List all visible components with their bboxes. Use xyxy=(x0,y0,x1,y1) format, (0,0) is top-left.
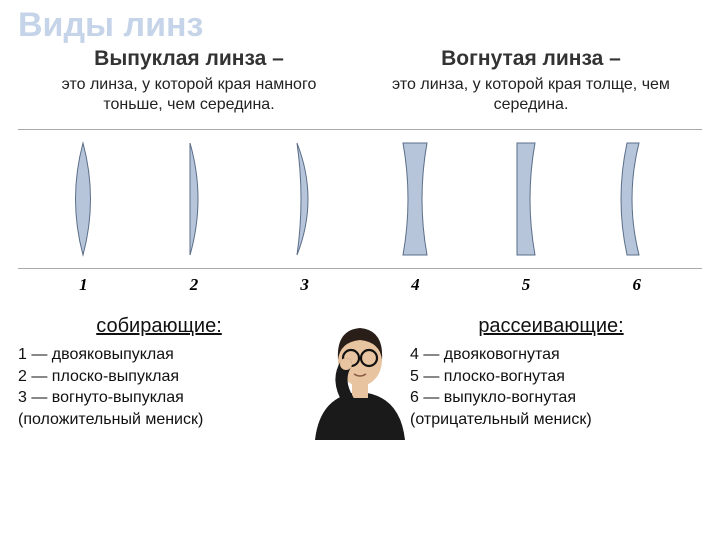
lens-row xyxy=(18,129,702,269)
lens-num-1: 1 xyxy=(28,275,139,295)
lens-num-6: 6 xyxy=(581,275,692,295)
lens-num-5: 5 xyxy=(471,275,582,295)
convex-heading: Выпуклая линза – xyxy=(18,47,360,71)
person-illustration xyxy=(300,310,420,440)
convex-desc: это линза, у которой края намного тоньше… xyxy=(18,75,360,115)
definitions: Выпуклая линза – это линза, у которой кр… xyxy=(0,45,720,115)
concave-heading: Вогнутая линза – xyxy=(360,47,702,71)
concave-column: Вогнутая линза – это линза, у которой кр… xyxy=(360,47,702,115)
lens-4 xyxy=(360,136,471,262)
list-item: 6 — выпукло-вогнутая xyxy=(410,387,702,409)
lens-6 xyxy=(581,136,692,262)
lens-3 xyxy=(249,136,360,262)
lens-num-4: 4 xyxy=(360,275,471,295)
lens-numbers: 1 2 3 4 5 6 xyxy=(18,269,702,295)
lens-2 xyxy=(139,136,250,262)
concave-desc: это линза, у которой края толще, чем сер… xyxy=(360,75,702,115)
page-title: Виды линз xyxy=(0,0,720,45)
list-item: (отрицательный мениск) xyxy=(410,409,702,431)
lens-num-3: 3 xyxy=(249,275,360,295)
lens-num-2: 2 xyxy=(139,275,250,295)
list-item: 4 — двояковогнутая xyxy=(410,344,702,366)
lens-1 xyxy=(28,136,139,262)
list-item: 5 — плоско-вогнутая xyxy=(410,366,702,388)
convex-column: Выпуклая линза – это линза, у которой кр… xyxy=(18,47,360,115)
lens-5 xyxy=(471,136,582,262)
lens-diagram: 1 2 3 4 5 6 xyxy=(18,129,702,309)
